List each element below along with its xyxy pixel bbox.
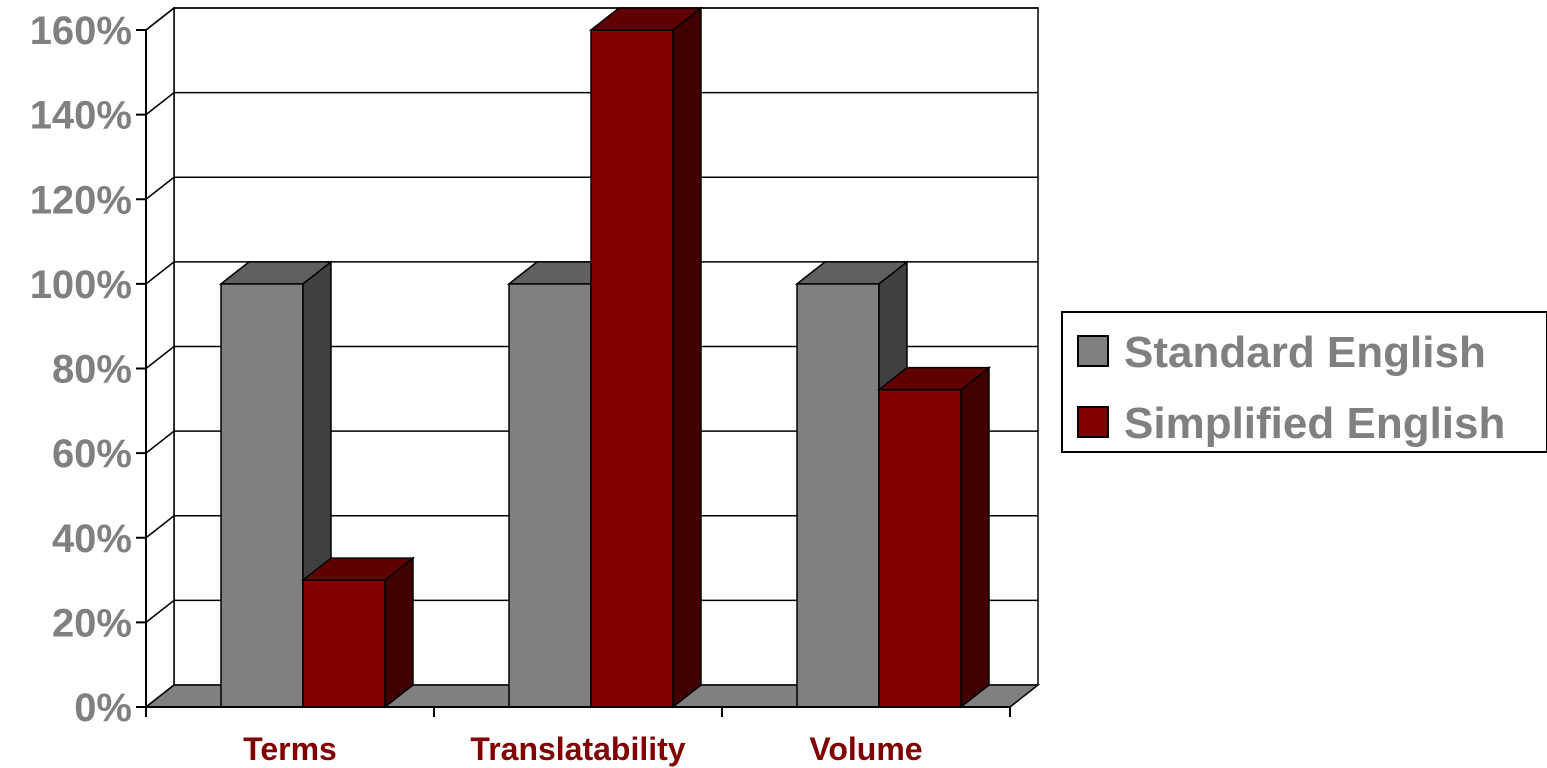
bar-terms-simplified-english xyxy=(300,556,416,709)
category-labels: Terms Translatability Volume xyxy=(243,731,922,767)
bar-top xyxy=(588,7,704,31)
bar-top xyxy=(794,261,910,285)
bar-side xyxy=(960,366,990,709)
legend-label-standard-english: Standard English xyxy=(1124,328,1486,377)
y-tick-label: 140% xyxy=(30,94,132,138)
category-label-translatability: Translatability xyxy=(470,731,685,767)
y-tick-label: 20% xyxy=(52,601,132,645)
y-tick-label: 120% xyxy=(30,178,132,222)
legend-swatch-simplified-english xyxy=(1077,406,1109,438)
gridline xyxy=(145,91,1038,116)
axes xyxy=(136,29,1011,717)
bar-top xyxy=(218,261,334,285)
bar-front xyxy=(302,579,386,708)
legend-label-simplified-english: Simplified English xyxy=(1124,399,1505,448)
category-label-volume: Volume xyxy=(809,731,922,767)
bar-front xyxy=(220,283,304,708)
bar-front xyxy=(590,29,674,708)
gridline xyxy=(145,7,1038,31)
bar-side xyxy=(384,556,414,709)
bar-top xyxy=(300,557,416,581)
y-tick-labels: 0% 20% 40% 60% 80% 100% 120% 140% 160% xyxy=(30,9,132,730)
y-tick-label: 160% xyxy=(30,9,132,53)
bar-front xyxy=(878,388,962,708)
gridline xyxy=(145,261,1038,285)
gridline xyxy=(145,430,1038,454)
bar-volume-simplified-english xyxy=(876,366,992,709)
y-tick-label: 100% xyxy=(30,263,132,307)
bar-front xyxy=(508,283,592,708)
legend-swatch-standard-english xyxy=(1077,335,1109,367)
y-tick-label: 0% xyxy=(74,686,132,730)
category-label-terms: Terms xyxy=(243,731,337,767)
y-tick-label: 40% xyxy=(52,517,132,561)
y-tick-label: 60% xyxy=(52,432,132,476)
gridlines xyxy=(145,7,1038,623)
gridline xyxy=(145,515,1038,539)
bar-top xyxy=(876,366,992,391)
legend-box xyxy=(1061,311,1547,453)
y-tick-label: 80% xyxy=(52,348,132,392)
bar-group xyxy=(218,6,992,709)
gridline xyxy=(145,345,1038,370)
bar-side xyxy=(672,6,702,709)
gridline xyxy=(145,176,1038,200)
legend: Standard English Simplified English xyxy=(1061,311,1547,453)
gridline xyxy=(145,599,1038,623)
bar-front xyxy=(796,283,880,708)
bar-translatability-simplified-english xyxy=(588,6,704,709)
